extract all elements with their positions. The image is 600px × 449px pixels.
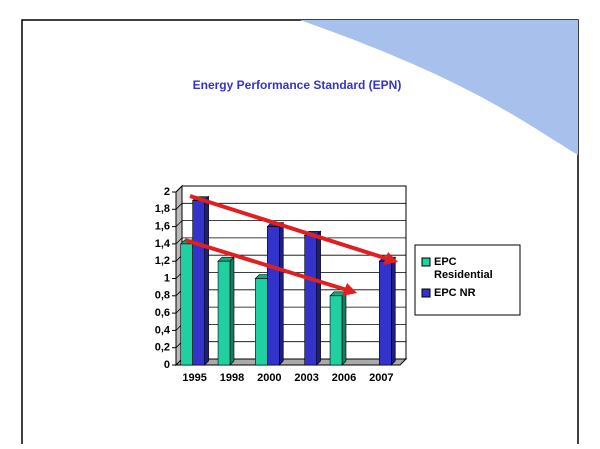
bar-side xyxy=(278,221,284,366)
arrow-head xyxy=(342,283,357,296)
bar-front xyxy=(267,226,280,366)
x-tick-label: 2007 xyxy=(369,372,393,384)
bar xyxy=(266,221,285,366)
x-tick-label: 2003 xyxy=(294,372,318,384)
bar-side xyxy=(341,291,347,366)
arrow xyxy=(189,194,389,261)
grid-line xyxy=(175,237,406,245)
arrow xyxy=(184,238,348,292)
corner-shape xyxy=(300,20,578,155)
x-tick-label: 1998 xyxy=(220,372,244,384)
bar-front xyxy=(217,260,231,366)
bar xyxy=(191,195,210,366)
y-tick-label: 0 xyxy=(164,359,170,371)
y-tick-label: 1 xyxy=(164,272,170,284)
legend-label-line: Residential xyxy=(434,269,493,281)
legend-label-line: EPC xyxy=(434,256,460,268)
legend-swatch xyxy=(421,257,431,267)
bar-side xyxy=(390,256,396,366)
arrow-head xyxy=(383,252,398,265)
bar-front xyxy=(255,278,268,366)
bar-front xyxy=(329,295,343,366)
legend-label: EPC NR xyxy=(434,287,476,299)
floor xyxy=(174,358,408,366)
bar-side xyxy=(204,195,209,366)
bar xyxy=(303,230,322,366)
x-tick-label: 2000 xyxy=(257,372,281,384)
legend-label: EPC Residential xyxy=(434,256,493,281)
bar xyxy=(217,256,235,366)
y-tick-label: 2 xyxy=(164,186,170,198)
y-tick-label: 0,4 xyxy=(155,324,171,336)
legend-swatch xyxy=(421,288,431,298)
bar-side xyxy=(229,256,235,366)
grid-line xyxy=(175,202,406,210)
y-tick-label: 1,6 xyxy=(155,221,170,233)
y-tick-label: 1,2 xyxy=(155,255,170,267)
y-tick-label: 0,8 xyxy=(155,290,170,302)
bar xyxy=(378,256,397,366)
x-tick-label: 2006 xyxy=(332,372,356,384)
y-tick-label: 0,2 xyxy=(155,342,170,354)
y-tick-label: 1,4 xyxy=(155,238,171,250)
bar-front xyxy=(192,200,205,366)
grid-line xyxy=(175,185,406,193)
trend-arrows xyxy=(184,194,398,296)
legend-box xyxy=(414,244,521,316)
x-tick-label: 1995 xyxy=(182,372,206,384)
bar-front xyxy=(304,234,317,366)
y-tick-label: 0,6 xyxy=(155,307,170,319)
bar xyxy=(329,291,347,366)
bar-side xyxy=(316,230,321,366)
bar-front xyxy=(180,243,193,366)
y-tick-label: 1,8 xyxy=(155,203,170,215)
bar-front xyxy=(379,260,392,366)
chart-title: Energy Performance Standard (EPN) xyxy=(193,78,402,92)
plot: 0 0,2 0,4 0,6 0,8 1 1,2 1,4 1,6 1,8 2 1995 1998 2000 2… xyxy=(155,184,408,384)
grid-line xyxy=(175,220,406,227)
